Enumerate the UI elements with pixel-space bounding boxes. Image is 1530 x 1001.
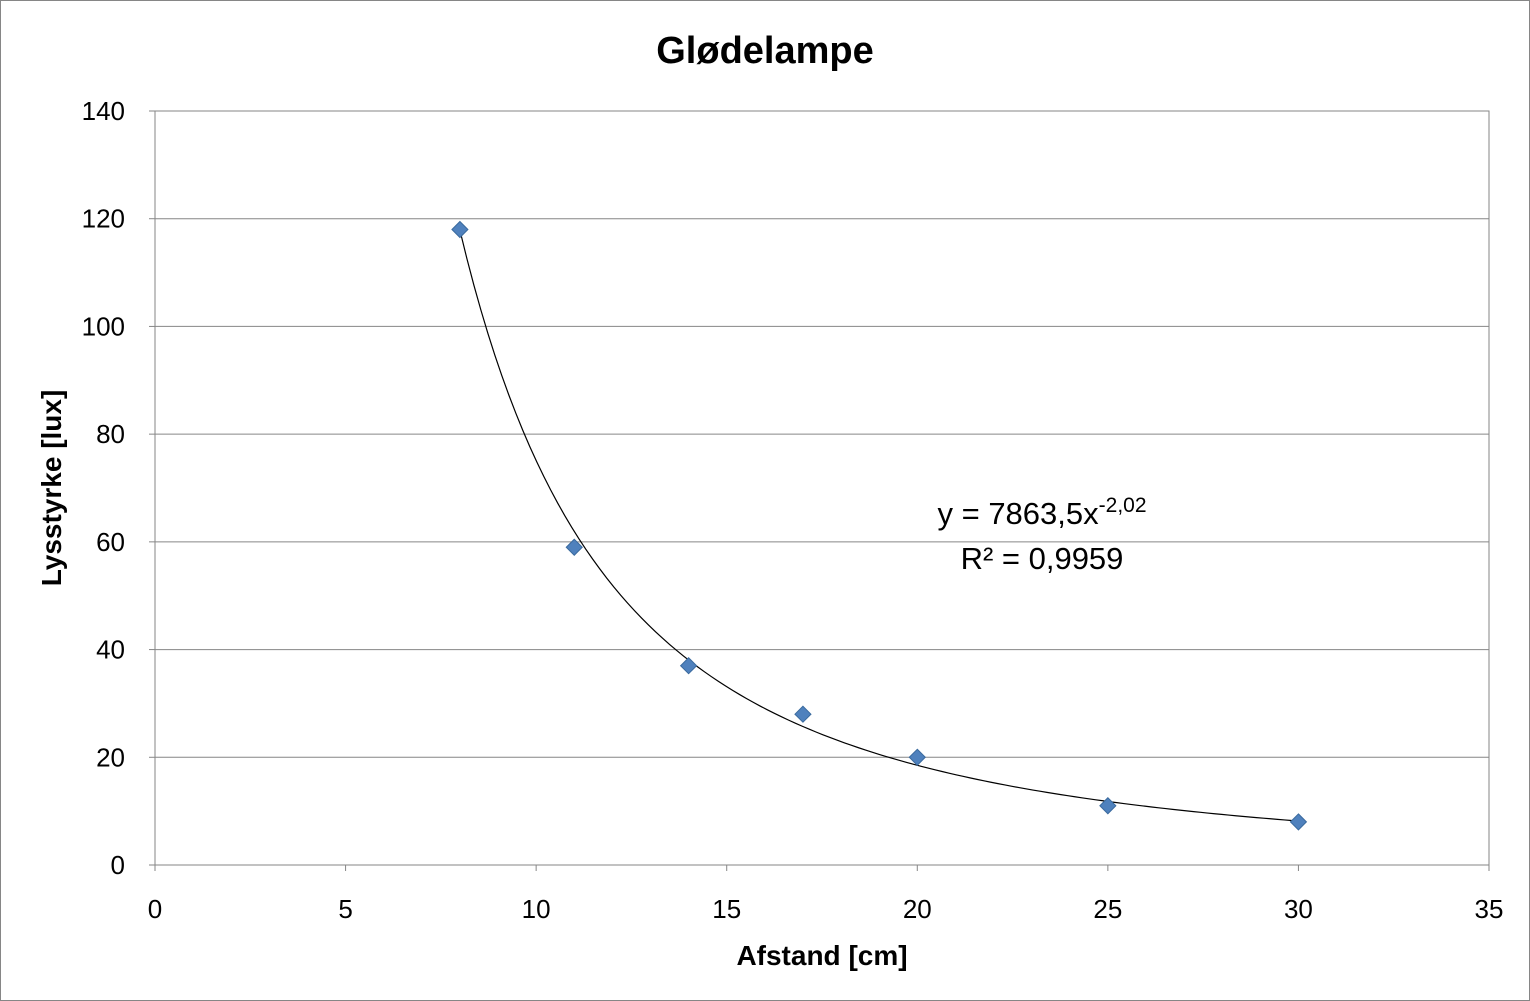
y-tick-label: 20 bbox=[96, 742, 125, 772]
data-point bbox=[679, 657, 698, 675]
x-tick-label: 5 bbox=[338, 894, 352, 924]
y-tick-label: 120 bbox=[82, 204, 125, 234]
trendline-equation: y = 7863,5x-2,02 bbox=[937, 494, 1146, 531]
x-tick-label: 25 bbox=[1093, 894, 1122, 924]
power-trendline bbox=[459, 230, 1299, 822]
data-point bbox=[451, 220, 469, 239]
y-tick-label: 100 bbox=[82, 311, 125, 341]
trendline-equation-exponent: -2,02 bbox=[1099, 494, 1147, 517]
x-tick-label: 15 bbox=[712, 894, 741, 924]
x-tick-label: 10 bbox=[522, 894, 551, 924]
data-point bbox=[565, 538, 583, 556]
y-tick-label: 60 bbox=[96, 527, 125, 557]
y-axis-ticks: 0 20 40 60 80 100 120 140 bbox=[82, 96, 155, 880]
y-tick-label: 80 bbox=[96, 419, 125, 449]
plot-area bbox=[154, 110, 1490, 866]
x-tick-label: 20 bbox=[903, 894, 932, 924]
data-point bbox=[1099, 797, 1117, 815]
gridlines bbox=[155, 110, 1489, 866]
trendline-equation-main: y = 7863,5x bbox=[937, 496, 1099, 531]
x-tick-label: 30 bbox=[1284, 894, 1313, 924]
trendline-r-squared: R² = 0,9959 bbox=[961, 541, 1124, 576]
x-tick-label: 35 bbox=[1475, 894, 1504, 924]
data-point bbox=[908, 748, 926, 766]
data-point bbox=[794, 705, 812, 723]
y-tick-label: 40 bbox=[96, 635, 125, 665]
y-tick-label: 140 bbox=[82, 96, 125, 126]
y-tick-label: 0 bbox=[111, 850, 125, 880]
data-point bbox=[1289, 813, 1308, 831]
data-points bbox=[451, 220, 1308, 831]
y-axis-title: Lysstyrke [lux] bbox=[36, 390, 67, 587]
x-axis-ticks: 0 5 10 15 20 25 30 35 bbox=[148, 865, 1504, 924]
chart-title: Glødelampe bbox=[656, 30, 874, 72]
x-tick-label: 0 bbox=[148, 894, 162, 924]
x-axis-title: Afstand [cm] bbox=[736, 940, 907, 971]
